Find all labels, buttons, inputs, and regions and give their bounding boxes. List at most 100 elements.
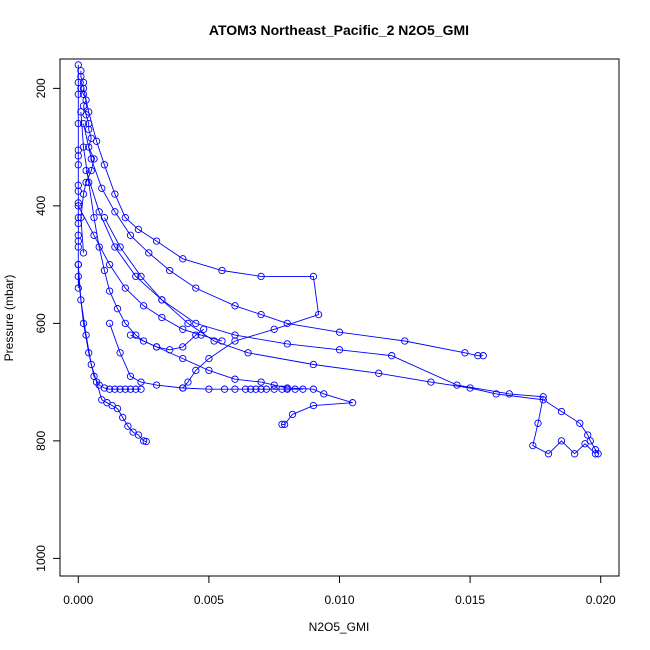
data-point <box>200 325 208 333</box>
x-tick-label: 0.015 <box>455 593 485 607</box>
y-tick-label: 200 <box>34 78 48 98</box>
data-point <box>570 450 579 458</box>
data-point <box>309 272 318 281</box>
data-point <box>74 213 82 222</box>
data-point <box>74 61 82 69</box>
data-point <box>134 431 143 439</box>
x-axis: 0.000 0.005 0.010 0.015 0.020 <box>63 575 616 607</box>
data-point <box>184 378 192 386</box>
data-point <box>79 102 88 110</box>
data-point <box>205 354 213 363</box>
data-point <box>288 410 297 419</box>
data-point <box>95 243 103 251</box>
data-point <box>348 399 357 407</box>
data-point <box>87 134 95 142</box>
data-point <box>74 119 82 128</box>
data-point <box>231 385 239 393</box>
data-point <box>82 178 90 187</box>
data-point <box>126 372 135 380</box>
data-point <box>113 305 122 313</box>
data-point <box>121 284 129 292</box>
data-point <box>152 237 161 245</box>
data-point <box>79 90 88 98</box>
data-point <box>95 208 103 216</box>
data-point <box>192 284 200 292</box>
data-point <box>105 287 114 295</box>
data-point <box>218 337 226 345</box>
data-point <box>121 385 129 393</box>
series-line-8 <box>77 264 147 442</box>
data-point <box>74 260 82 269</box>
x-tick-label: 0.010 <box>324 593 354 607</box>
data-point <box>79 119 88 128</box>
data-point <box>79 249 88 257</box>
data-point <box>257 272 265 281</box>
data-point <box>257 378 265 386</box>
data-point <box>320 390 328 398</box>
data-point <box>111 243 119 251</box>
data-point <box>87 360 95 369</box>
data-point <box>314 310 323 319</box>
data-point <box>85 108 93 116</box>
data-point <box>557 407 566 416</box>
data-point <box>280 420 289 429</box>
data-point <box>591 450 600 458</box>
data-point <box>108 401 116 410</box>
data-point <box>132 331 140 339</box>
data-point <box>166 346 174 354</box>
data-point <box>137 385 145 393</box>
data-point <box>121 319 129 328</box>
data-point <box>74 199 82 207</box>
data-point <box>231 331 239 339</box>
data-point <box>85 125 93 134</box>
data-point <box>184 319 192 328</box>
series-line-2 <box>83 123 484 357</box>
data-point <box>205 366 213 375</box>
series-line-6 <box>109 323 303 390</box>
data-point <box>283 340 291 348</box>
data-point <box>116 385 124 393</box>
data-point <box>544 450 553 458</box>
data-point <box>231 337 239 345</box>
data-point <box>90 213 98 222</box>
data-point <box>111 190 119 198</box>
series-line-1 <box>83 88 320 389</box>
data-point <box>137 378 145 386</box>
x-tick-label: 0.020 <box>586 593 616 607</box>
y-tick-label: 1000 <box>34 545 48 572</box>
data-point <box>335 346 344 354</box>
data-point <box>137 272 145 281</box>
x-axis-label: N2O5_GMI <box>309 620 370 634</box>
data-point <box>139 337 148 345</box>
data-point <box>192 319 200 328</box>
data-point <box>116 349 124 357</box>
data-point <box>82 166 90 175</box>
data-point <box>111 208 119 216</box>
data-point <box>453 381 461 389</box>
data-point <box>116 243 124 251</box>
data-point <box>375 369 383 377</box>
data-point <box>283 319 291 328</box>
data-point <box>479 352 487 360</box>
x-tick-label: 0.000 <box>63 593 93 607</box>
data-point <box>278 420 286 429</box>
data-point <box>105 385 114 393</box>
data-point <box>557 437 566 445</box>
data-point <box>539 393 547 401</box>
data-point <box>283 385 291 393</box>
data-point <box>77 72 85 81</box>
data-point <box>241 385 250 393</box>
series-line-5 <box>130 334 353 425</box>
data-point <box>309 360 318 369</box>
data-point <box>79 78 88 87</box>
data-point <box>126 385 135 393</box>
series-line-9 <box>80 111 204 351</box>
data-point <box>77 296 85 304</box>
y-axis-label: Pressure (mbar) <box>2 275 16 362</box>
data-point <box>158 313 166 322</box>
data-point <box>74 90 82 98</box>
data-point <box>132 385 140 393</box>
data-point <box>179 325 187 333</box>
